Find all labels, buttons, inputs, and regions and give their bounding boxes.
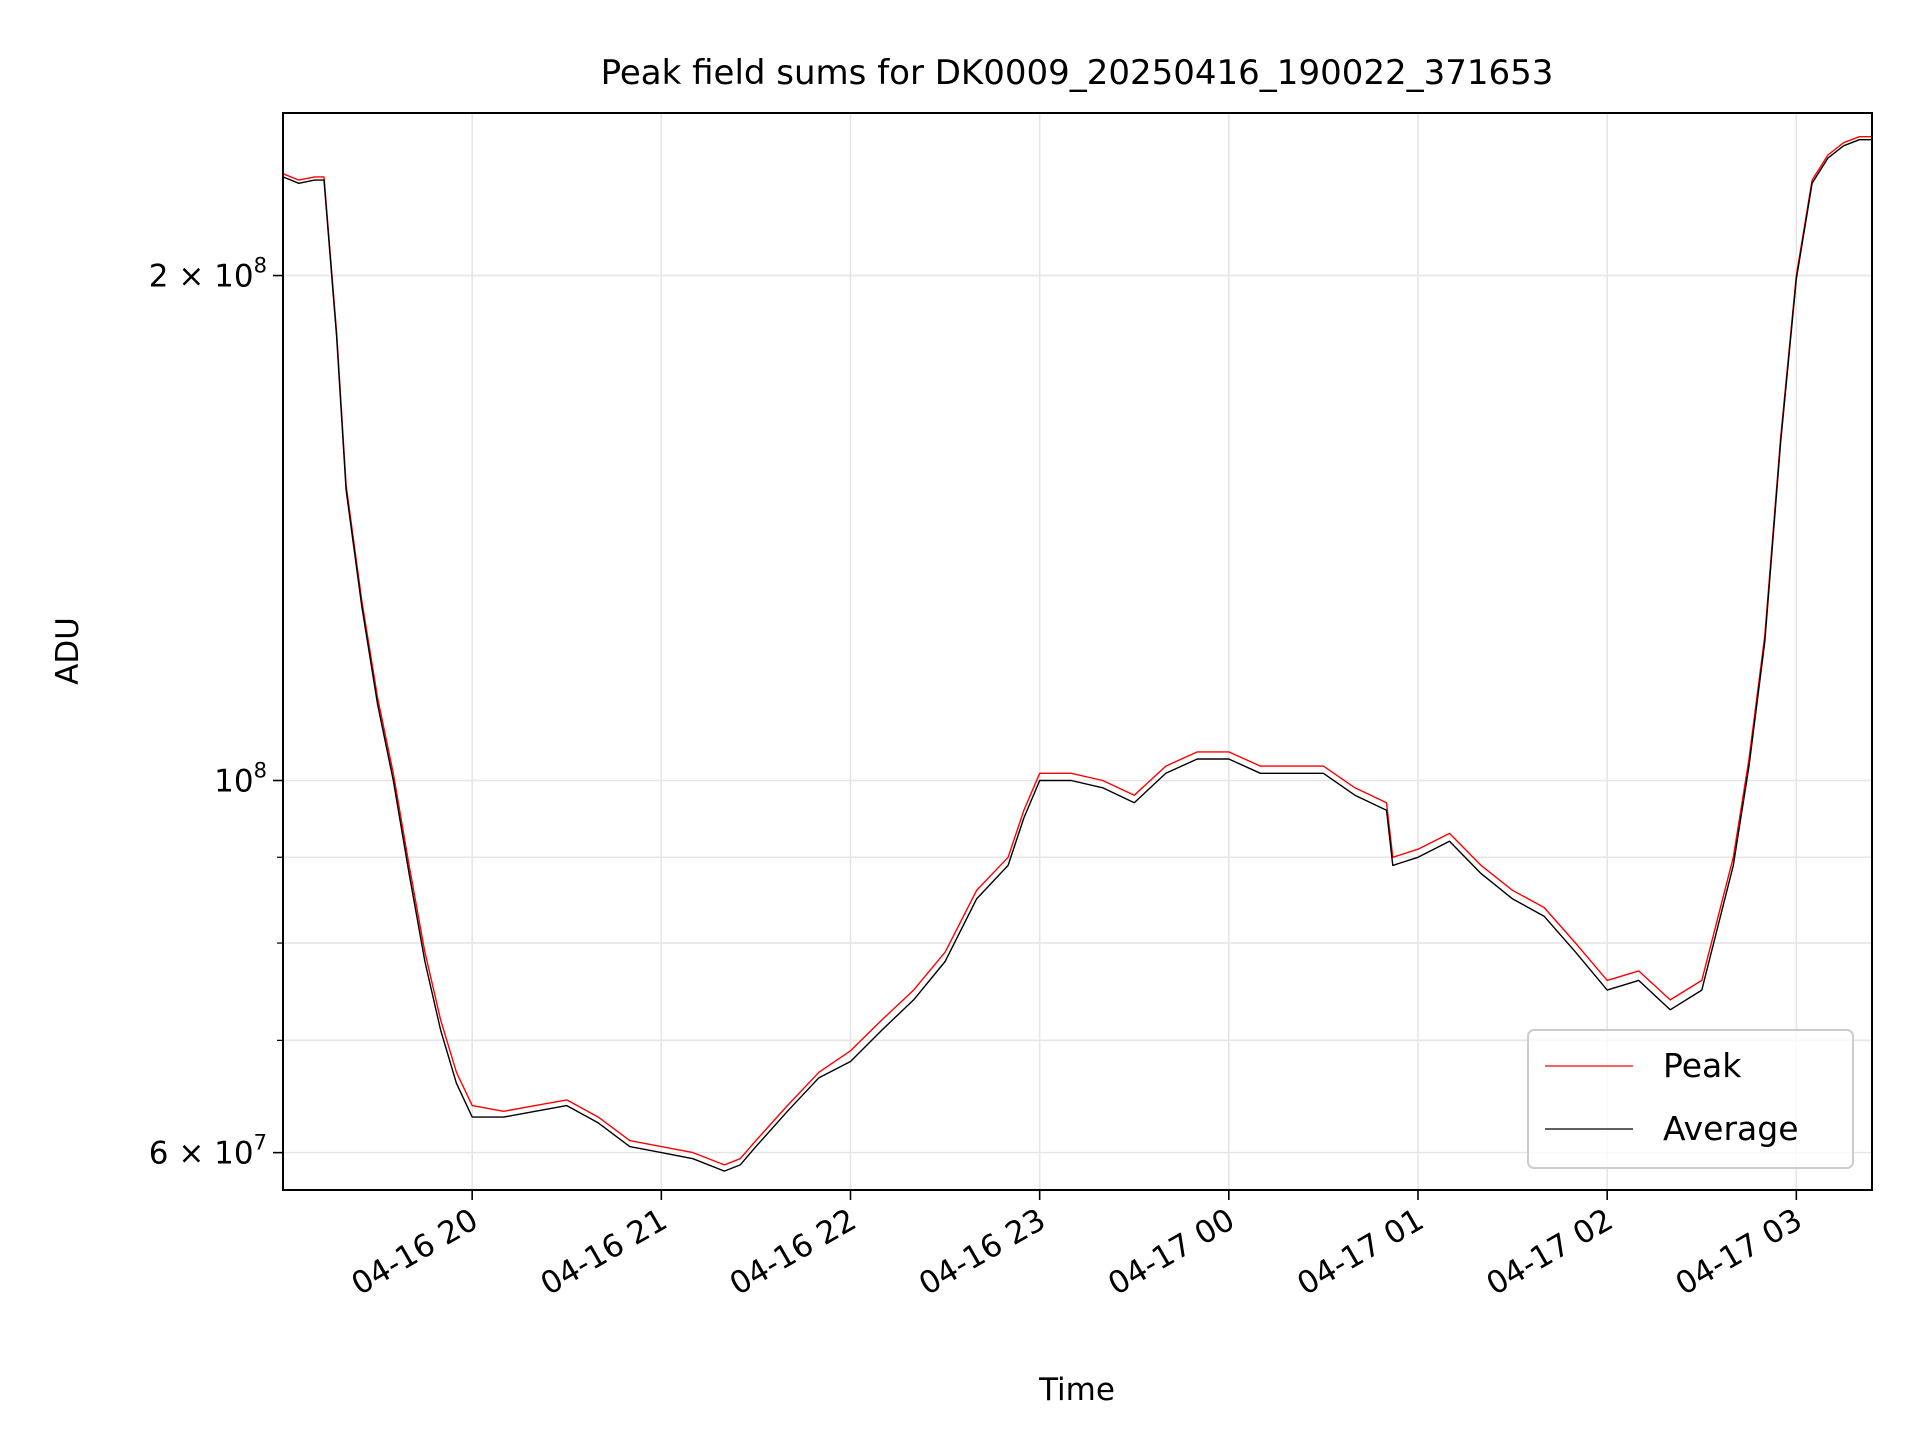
chart-title: Peak field sums for DK0009_20250416_1900… bbox=[601, 53, 1554, 93]
legend-label-peak: Peak bbox=[1663, 1046, 1742, 1085]
x-axis-label: Time bbox=[1038, 1372, 1115, 1408]
series-line-average bbox=[282, 138, 1872, 1172]
y-tick-label-exponent: 7 bbox=[254, 1131, 267, 1155]
legend: Peak Average bbox=[1527, 1029, 1854, 1169]
y-tick-label-base: 6 × 10 bbox=[149, 1136, 254, 1172]
grid bbox=[283, 113, 1872, 1190]
series-layer bbox=[282, 135, 1872, 1172]
legend-label-average: Average bbox=[1663, 1109, 1799, 1148]
y-tick-label-base: 10 bbox=[214, 764, 253, 800]
y-tick-label-base: 2 × 10 bbox=[149, 259, 254, 295]
y-tick-label-exponent: 8 bbox=[254, 759, 267, 783]
plot-frame bbox=[282, 112, 1873, 1191]
y-tick-label-exponent: 8 bbox=[254, 254, 267, 278]
y-tick-label: 2 × 108 bbox=[149, 254, 267, 295]
series-line-peak bbox=[282, 135, 1872, 1166]
y-tick-label: 108 bbox=[214, 759, 267, 800]
y-axis-label: ADU bbox=[50, 617, 86, 685]
legend-box bbox=[1527, 1029, 1854, 1169]
y-tick-label: 6 × 107 bbox=[149, 1131, 267, 1172]
